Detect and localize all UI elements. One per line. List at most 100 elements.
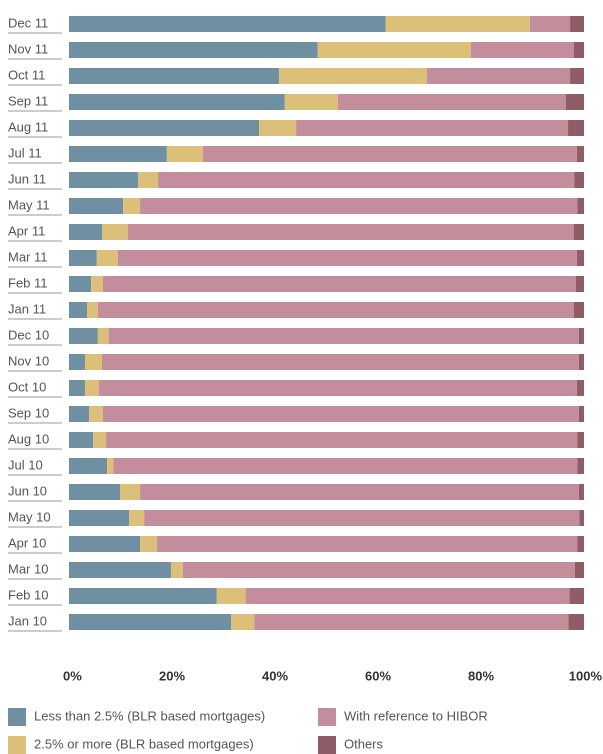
legend-swatch	[8, 708, 26, 726]
bar-segment	[576, 380, 584, 396]
x-tick-label: 0%	[63, 668, 82, 683]
bar-segment	[69, 172, 139, 188]
bar-segment	[69, 380, 85, 396]
category-label: Oct 11	[8, 67, 45, 82]
bar-segment	[202, 146, 577, 162]
legend-label: With reference to HIBOR	[344, 708, 488, 723]
legend-label: 2.5% or more (BLR based mortgages)	[34, 736, 254, 751]
bar-segment	[254, 614, 569, 630]
bar-segment	[69, 42, 318, 58]
bar-segment	[69, 406, 90, 422]
bar-segment	[93, 432, 107, 448]
bar-segment	[69, 302, 88, 318]
bar-segment	[470, 42, 574, 58]
bar-segment	[69, 510, 130, 526]
bar-segment	[573, 224, 584, 240]
bar-segment	[69, 614, 232, 630]
bar-segment	[577, 536, 584, 552]
bar-segment	[96, 250, 118, 266]
category-label: Jun 11	[8, 171, 46, 186]
bar-segment	[565, 94, 584, 110]
category-label: Aug 10	[8, 431, 49, 446]
bar-segment	[570, 16, 584, 32]
category-label: Jul 11	[8, 145, 42, 160]
bar-segment	[245, 588, 570, 604]
bar-segment	[140, 198, 578, 214]
bar-segment	[138, 172, 159, 188]
bar-segment	[113, 458, 578, 474]
bar-segment	[69, 198, 124, 214]
category-label: Apr 10	[8, 535, 46, 550]
legend-swatch	[318, 736, 336, 754]
bar-segment	[569, 588, 584, 604]
bar-segment	[144, 510, 580, 526]
category-label: Sep 10	[8, 405, 49, 420]
bar-segment	[89, 406, 103, 422]
bar-segment	[69, 68, 280, 84]
bar-segment	[101, 224, 128, 240]
category-label: Sep 11	[8, 93, 48, 108]
bar-segment	[317, 42, 471, 58]
bar-segment	[107, 458, 114, 474]
category-label: Dec 11	[8, 15, 48, 30]
bar-segment	[157, 536, 578, 552]
category-label: Mar 11	[8, 249, 48, 264]
category-label: Jan 11	[8, 301, 46, 316]
category-label: Dec 10	[8, 327, 49, 342]
category-label: May 10	[8, 509, 51, 524]
bar-segment	[69, 328, 98, 344]
bar-segment	[140, 536, 158, 552]
bar-segment	[577, 432, 584, 448]
category-label: Jan 10	[8, 613, 47, 628]
bar-segment	[69, 562, 171, 578]
category-label: Aug 11	[8, 119, 48, 134]
bar-segment	[102, 276, 576, 292]
bar-segment	[69, 536, 141, 552]
bar-segment	[577, 458, 584, 474]
bar-segment	[573, 42, 584, 58]
bar-segment	[259, 120, 297, 136]
legend-label: Others	[344, 736, 384, 751]
legend-swatch	[8, 736, 26, 754]
bar-segment	[84, 354, 102, 370]
bar-segment	[97, 328, 109, 344]
bar-segment	[570, 68, 584, 84]
bar-segment	[69, 224, 102, 240]
bar-segment	[119, 484, 141, 500]
x-tick-label: 20%	[159, 668, 185, 683]
category-label: Apr 11	[8, 223, 45, 238]
bar-segment	[91, 276, 103, 292]
bar-segment	[296, 120, 569, 136]
x-tick-label: 80%	[468, 668, 494, 683]
category-label: Nov 11	[8, 41, 48, 56]
category-label: May 11	[8, 197, 50, 212]
bar-segment	[284, 94, 338, 110]
bar-segment	[123, 198, 141, 214]
bar-segment	[69, 120, 260, 136]
bar-segment	[385, 16, 530, 32]
bar-segment	[576, 146, 584, 162]
bar-segment	[106, 432, 578, 448]
bar-segment	[69, 276, 92, 292]
category-label: Nov 10	[8, 353, 49, 368]
bar-segment	[69, 484, 120, 500]
bar-segment	[170, 562, 183, 578]
bar-segment	[69, 250, 97, 266]
bar-segment	[84, 380, 99, 396]
x-tick-label: 40%	[262, 668, 288, 683]
bar-segment	[578, 328, 584, 344]
x-tick-label: 60%	[365, 668, 391, 683]
bar-segment	[574, 172, 584, 188]
bar-segment	[577, 198, 584, 214]
category-label: Oct 10	[8, 379, 46, 394]
bar-segment	[568, 120, 584, 136]
bar-segment	[578, 484, 584, 500]
category-label: Jul 10	[8, 457, 43, 472]
bar-segment	[529, 16, 571, 32]
bar-segment	[102, 406, 579, 422]
bar-segment	[578, 354, 584, 370]
bar-segment	[573, 302, 584, 318]
bar-segment	[98, 380, 577, 396]
bar-segment	[117, 250, 577, 266]
